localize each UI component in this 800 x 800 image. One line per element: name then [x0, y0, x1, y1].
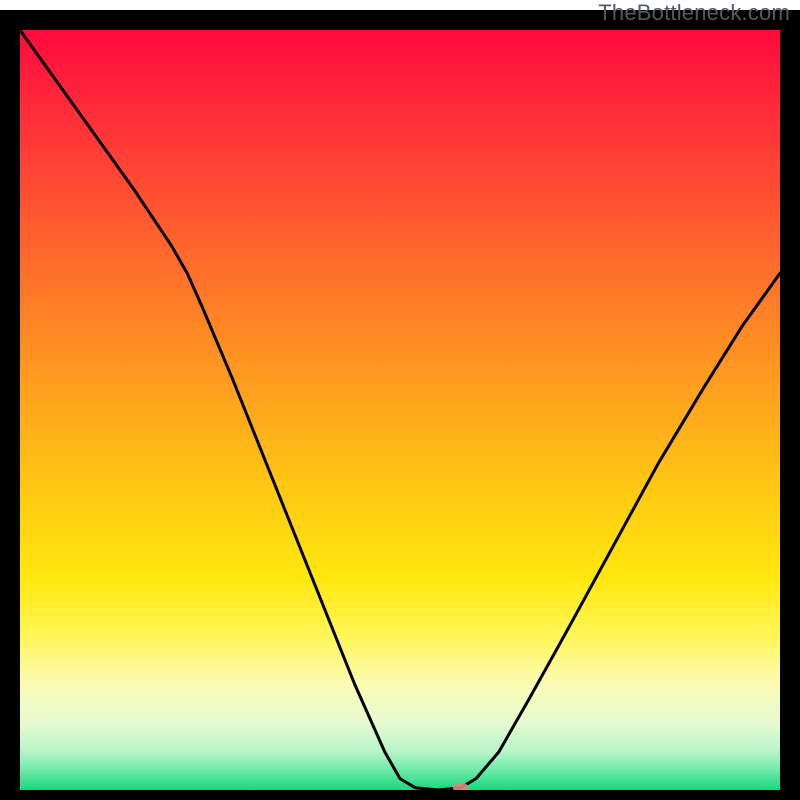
chart-background — [20, 30, 780, 790]
bottleneck-chart — [0, 0, 800, 800]
attribution-text: TheBottleneck.com — [598, 0, 790, 26]
